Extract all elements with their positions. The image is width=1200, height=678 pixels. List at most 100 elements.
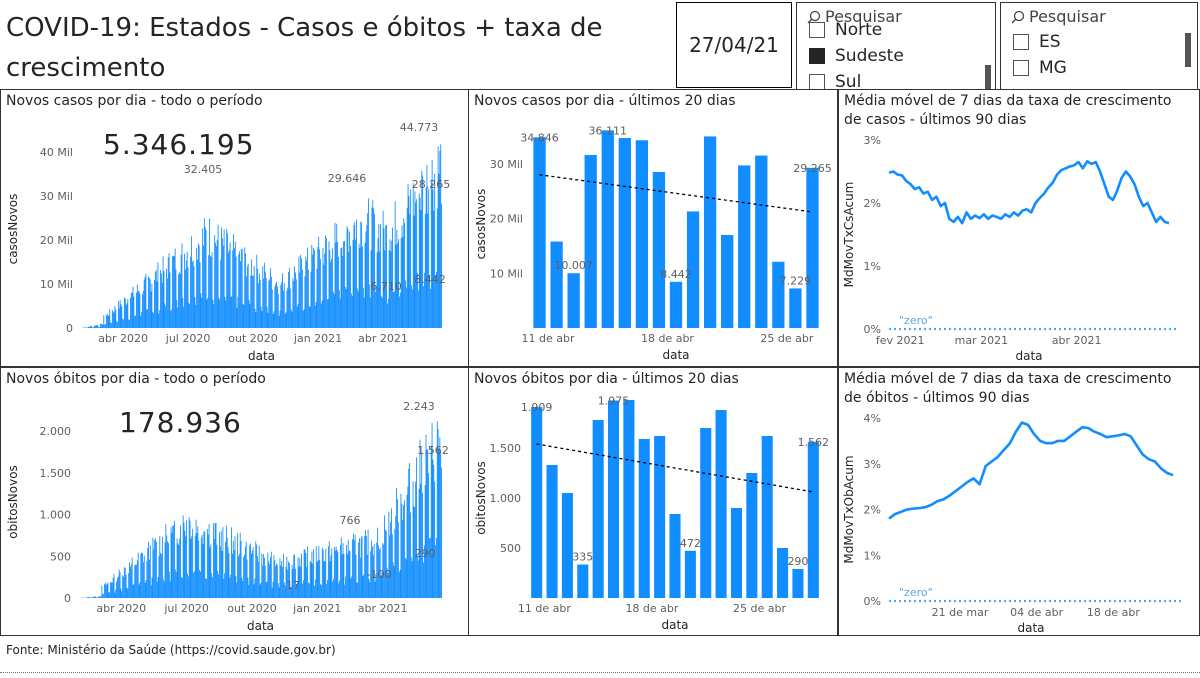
- bar: [348, 252, 350, 328]
- bar: [349, 550, 351, 598]
- slicer-item-sudeste[interactable]: Sudeste: [797, 43, 995, 69]
- bar: [85, 327, 87, 328]
- bar: [327, 579, 328, 598]
- bar: [256, 254, 258, 328]
- bar: [746, 473, 758, 598]
- bar: [147, 309, 149, 328]
- bar: [104, 584, 105, 598]
- bar: [174, 248, 176, 328]
- bar: [304, 276, 306, 328]
- bar: [293, 555, 295, 598]
- bar: [174, 569, 176, 598]
- bar: [399, 569, 401, 598]
- bar: [355, 239, 357, 328]
- bar: [238, 254, 240, 328]
- bar: [386, 224, 387, 328]
- bar: [221, 550, 223, 598]
- bar: [172, 256, 173, 328]
- slicer-item-sul[interactable]: Sul: [797, 69, 995, 89]
- bar: [370, 250, 372, 328]
- series-line: [888, 421, 1174, 520]
- bar: [245, 253, 247, 328]
- big-total: 5.346.195: [103, 128, 255, 161]
- bar: [116, 581, 118, 598]
- bar: [601, 130, 614, 328]
- bar: [193, 571, 195, 598]
- x-tick-label: abr 2021: [1052, 334, 1102, 347]
- bar: [343, 241, 345, 328]
- bar: [130, 292, 132, 328]
- bar: [286, 290, 288, 328]
- bar: [340, 544, 341, 598]
- bar: [162, 578, 164, 598]
- bar: [384, 529, 386, 598]
- scrollbar[interactable]: [985, 65, 991, 89]
- bars: [81, 144, 442, 328]
- slicer-item-norte[interactable]: Norte: [797, 17, 995, 43]
- bar: [242, 580, 244, 598]
- bar: [281, 281, 283, 328]
- bar: [177, 543, 179, 598]
- bar: [200, 293, 202, 328]
- region-search[interactable]: Pesquisar: [797, 3, 995, 29]
- state-search[interactable]: Pesquisar: [1001, 3, 1197, 29]
- bar: [373, 208, 375, 328]
- bar: [284, 587, 286, 598]
- bar: [229, 242, 231, 328]
- bar: [163, 271, 165, 328]
- trend-line: [536, 443, 814, 493]
- bar: [251, 550, 253, 598]
- bar: [270, 557, 271, 598]
- bar: [334, 222, 336, 328]
- x-tick-label: abr 2021: [358, 602, 408, 615]
- bar: [325, 548, 327, 598]
- bar: [423, 272, 425, 328]
- bar: [403, 500, 405, 598]
- bar: [203, 245, 204, 328]
- bar: [121, 591, 123, 598]
- bar: [178, 272, 180, 328]
- bar: [102, 324, 104, 328]
- slicer-item-es[interactable]: ES: [1001, 29, 1197, 55]
- bar: [340, 247, 342, 328]
- bar: [439, 437, 441, 598]
- bar: [414, 507, 416, 598]
- bar: [321, 300, 323, 328]
- bar: [109, 309, 111, 328]
- region-slicer[interactable]: Pesquisar Norte Sudeste Sul: [796, 2, 996, 90]
- bar: [295, 272, 296, 328]
- x-axis-title: data: [662, 348, 689, 362]
- chart-svg: 0% 1% 2% 3% "zero" fev 2021 mar 2021 abr 2021 da…: [842, 134, 1179, 363]
- bar: [422, 562, 424, 598]
- bar: [297, 303, 299, 328]
- bar: [148, 278, 150, 328]
- bar: [354, 534, 356, 598]
- bar: [127, 588, 129, 598]
- bar: [244, 546, 246, 598]
- checkbox[interactable]: [809, 74, 825, 89]
- checkbox[interactable]: [1013, 60, 1029, 76]
- bar: [94, 325, 96, 328]
- checkbox[interactable]: [1013, 34, 1029, 50]
- bar: [300, 254, 302, 328]
- slicer-item-mg[interactable]: MG: [1001, 55, 1197, 81]
- data-label: 472: [680, 537, 701, 550]
- bar: [371, 540, 372, 598]
- bar: [346, 545, 347, 598]
- bar: [243, 557, 245, 598]
- bar: [183, 306, 185, 328]
- checkbox-checked[interactable]: [809, 48, 825, 64]
- state-slicer[interactable]: Pesquisar ES MG: [1000, 2, 1198, 90]
- scrollbar[interactable]: [1185, 33, 1191, 67]
- bar: [193, 572, 194, 598]
- bar: [353, 225, 355, 328]
- data-label: 1.562: [417, 444, 449, 457]
- bar: [151, 577, 153, 598]
- checkbox[interactable]: [809, 22, 825, 38]
- bar: [282, 566, 283, 598]
- bar: [433, 464, 435, 598]
- bar: [248, 299, 250, 328]
- bar: [431, 159, 433, 328]
- bar: [156, 581, 158, 598]
- bar: [185, 269, 186, 328]
